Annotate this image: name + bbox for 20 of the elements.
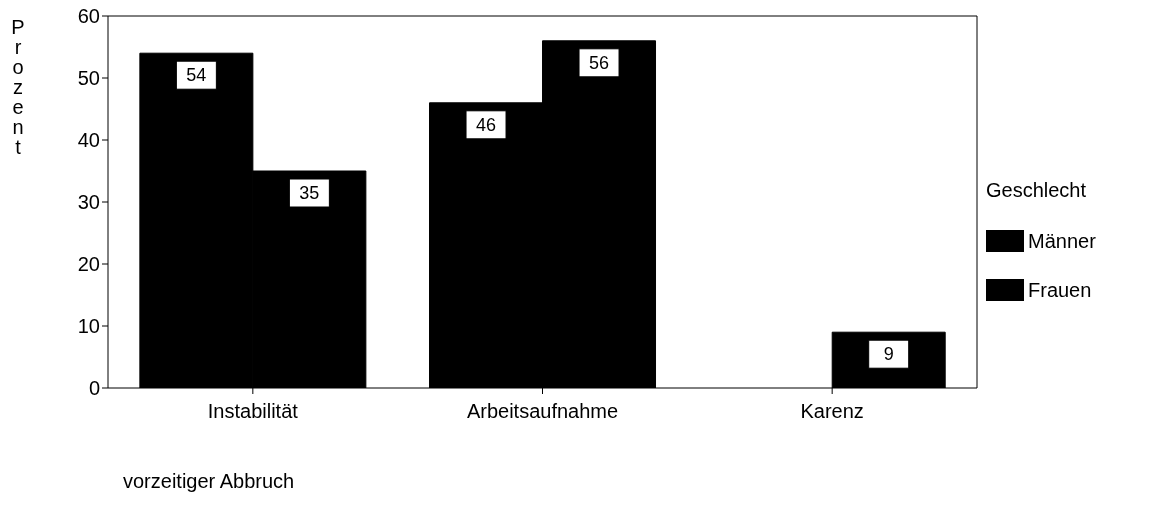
y-tick-label: 40 [77, 129, 100, 152]
y-tick-label: 60 [77, 5, 100, 28]
y-tick-label: 20 [77, 253, 100, 276]
legend-label: Männer [1028, 229, 1096, 253]
legend-title: Geschlecht [986, 178, 1088, 202]
y-tick-label: 0 [88, 377, 100, 400]
y-tick-label: 10 [77, 315, 100, 338]
data-label: 35 [299, 183, 320, 203]
data-label: 54 [186, 65, 207, 86]
x-tick-label: Arbeitsaufnahme [466, 400, 619, 423]
data-label: 46 [476, 114, 497, 135]
data-label: 56 [589, 52, 610, 73]
x-axis-title: vorzeitiger Abbruch [123, 470, 295, 492]
x-tick-label: Karenz [800, 400, 864, 423]
data-label: 9 [883, 344, 894, 365]
x-tick-label: Instabilität [207, 400, 299, 423]
y-tick-label: 50 [77, 67, 100, 90]
y-axis-title: Prozent [11, 16, 25, 158]
y-tick-label: 30 [77, 191, 100, 214]
legend-label: Frauen [1028, 278, 1092, 302]
